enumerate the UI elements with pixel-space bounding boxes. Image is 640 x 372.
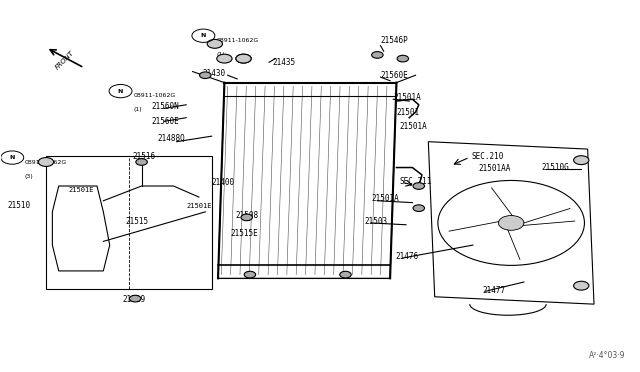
Text: 21560E: 21560E	[151, 117, 179, 126]
Text: 21435: 21435	[272, 58, 295, 67]
Circle shape	[200, 72, 211, 78]
Text: 21501A: 21501A	[371, 195, 399, 203]
Text: 21477: 21477	[483, 286, 506, 295]
Text: 21515: 21515	[125, 217, 148, 225]
Text: 21501A: 21501A	[394, 93, 421, 102]
Text: SEC.211: SEC.211	[399, 177, 432, 186]
Text: 21510: 21510	[8, 201, 31, 210]
Text: 21510G: 21510G	[541, 163, 569, 172]
Circle shape	[340, 271, 351, 278]
Text: N: N	[10, 155, 15, 160]
Text: 21430: 21430	[202, 69, 225, 78]
Text: (1): (1)	[216, 52, 225, 57]
Text: 21476: 21476	[395, 251, 419, 261]
Text: 21488Q: 21488Q	[157, 134, 185, 142]
Text: 21501A: 21501A	[399, 122, 428, 131]
Circle shape	[372, 52, 383, 58]
Text: N: N	[118, 89, 124, 94]
Circle shape	[236, 54, 251, 63]
Circle shape	[207, 39, 223, 48]
Text: 08911-1062G: 08911-1062G	[25, 160, 67, 164]
Text: (1): (1)	[133, 107, 142, 112]
Text: 21515E: 21515E	[231, 230, 259, 238]
Circle shape	[129, 295, 141, 302]
Text: 21400: 21400	[212, 178, 235, 187]
Text: (3): (3)	[25, 173, 34, 179]
Text: 08911-1062G: 08911-1062G	[216, 38, 259, 43]
Text: FRONT: FRONT	[54, 50, 76, 71]
Text: 21516: 21516	[132, 152, 155, 161]
Circle shape	[38, 158, 54, 166]
Text: 21508: 21508	[236, 211, 259, 220]
Text: 21501E: 21501E	[186, 203, 212, 209]
Circle shape	[499, 215, 524, 230]
Circle shape	[413, 205, 424, 211]
Circle shape	[236, 54, 251, 63]
Circle shape	[573, 156, 589, 164]
Circle shape	[397, 55, 408, 62]
Text: N: N	[201, 33, 206, 38]
Text: SEC.210: SEC.210	[472, 152, 504, 161]
Circle shape	[244, 271, 255, 278]
Text: 21503: 21503	[365, 217, 388, 225]
Text: 21501E: 21501E	[68, 187, 94, 193]
Text: 21546P: 21546P	[381, 36, 408, 45]
Circle shape	[241, 214, 252, 221]
Text: 08911-1062G: 08911-1062G	[133, 93, 175, 98]
Text: A²·4°03·9: A²·4°03·9	[589, 350, 626, 359]
Text: 21501: 21501	[396, 108, 420, 117]
Text: 21519: 21519	[122, 295, 145, 304]
Circle shape	[573, 281, 589, 290]
Text: 21501AA: 21501AA	[478, 164, 511, 173]
Text: 21560E: 21560E	[381, 71, 408, 80]
Bar	[46, 157, 212, 289]
Circle shape	[136, 159, 147, 165]
Circle shape	[217, 54, 232, 63]
Text: 21560N: 21560N	[151, 102, 179, 111]
Circle shape	[413, 183, 424, 189]
